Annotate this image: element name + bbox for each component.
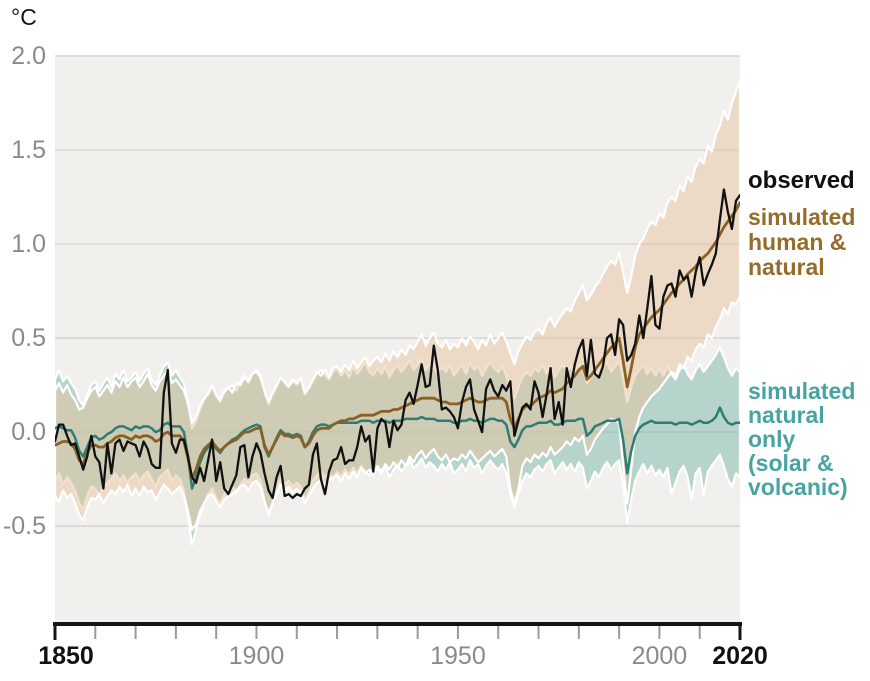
y-tick-label: -0.5 bbox=[2, 512, 46, 541]
x-tick-label: 1850 bbox=[38, 642, 94, 670]
x-tick-label: 1900 bbox=[228, 642, 285, 670]
observed-line bbox=[55, 188, 740, 500]
y-tick-label: 2.0 bbox=[11, 42, 46, 70]
x-tick-label: 2020 bbox=[712, 642, 768, 670]
y-tick-label: 1.5 bbox=[11, 136, 46, 165]
band-human-natural bbox=[55, 79, 740, 531]
y-tick-label: 1.0 bbox=[11, 230, 46, 259]
series-group bbox=[55, 79, 740, 546]
x-tick-label: 1950 bbox=[430, 642, 486, 670]
y-tick-label: 0.5 bbox=[11, 324, 46, 353]
x-axis-line bbox=[53, 622, 742, 626]
x-tick-label: 2000 bbox=[631, 642, 688, 670]
y-axis-unit-label: °C bbox=[11, 4, 37, 30]
natural-only-line bbox=[55, 406, 740, 490]
human-natural-line bbox=[55, 201, 740, 481]
y-tick-label: 0.0 bbox=[11, 418, 46, 447]
legend-observed: observed bbox=[748, 167, 855, 194]
legend-human-natural: simulated human & natural bbox=[748, 204, 856, 280]
legend-natural-only: simulated natural only (solar & volcanic… bbox=[748, 378, 856, 500]
